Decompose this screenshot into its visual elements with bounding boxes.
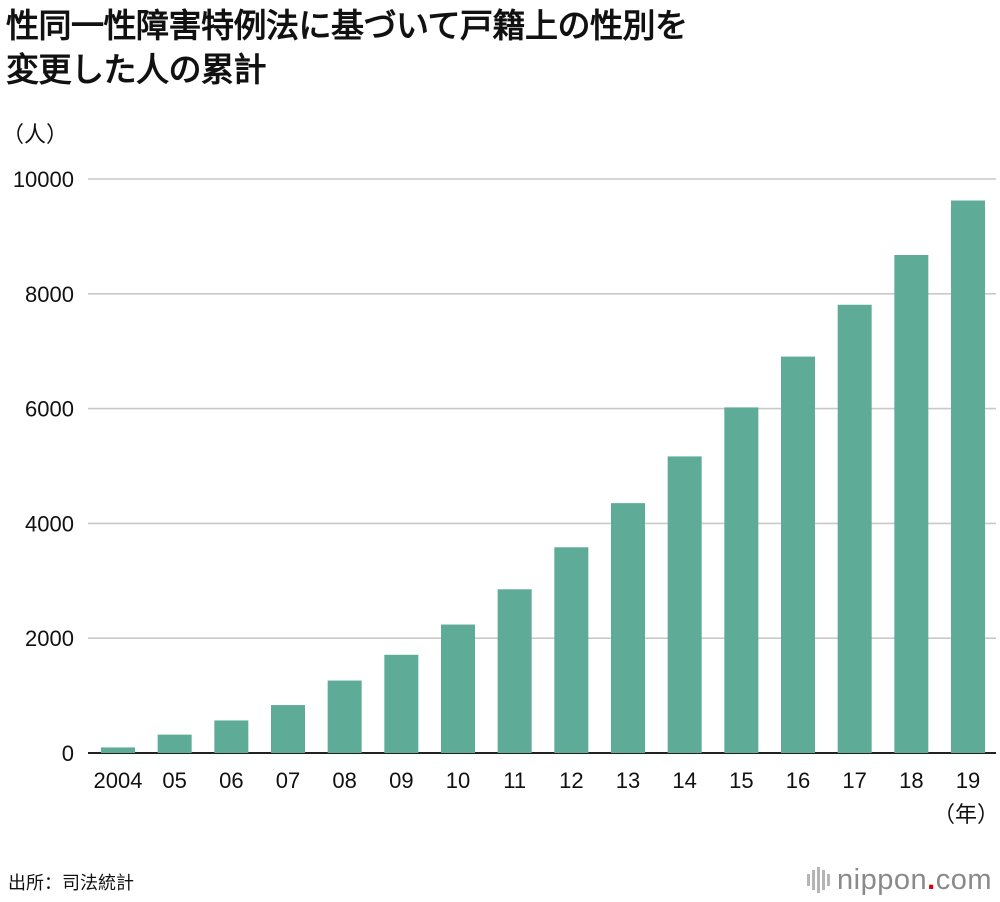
chart-title: 性同一性障害特例法に基づいて戸籍上の性別を 変更した人の累計 xyxy=(6,4,986,92)
y-tick-label: 4000 xyxy=(25,511,74,536)
y-tick-labels: 0 2000 4000 6000 8000 10000 xyxy=(13,167,74,766)
logo-name: nippon xyxy=(837,864,928,896)
y-tick-label: 2000 xyxy=(25,626,74,651)
bar-14 xyxy=(667,456,702,753)
chart-title-line-1: 性同一性障害特例法に基づいて戸籍上の性別を xyxy=(6,6,688,45)
bars xyxy=(101,200,985,753)
x-tick-label: 05 xyxy=(162,768,186,793)
x-tick-label: 10 xyxy=(446,768,470,793)
bar-16 xyxy=(781,356,815,753)
x-tick-label: 14 xyxy=(672,768,696,793)
x-tick-label: 08 xyxy=(332,768,356,793)
bar-2004 xyxy=(101,747,135,753)
bar-12 xyxy=(554,547,589,753)
source-note: 出所：司法統計 xyxy=(8,873,134,894)
nippon-logo: nippon.com xyxy=(807,864,992,896)
x-tick-label: 06 xyxy=(219,768,243,793)
x-tick-label: 2004 xyxy=(94,768,143,793)
y-tick-label: 0 xyxy=(62,741,74,766)
x-tick-label: 18 xyxy=(899,768,923,793)
y-tick-label: 8000 xyxy=(25,282,74,307)
y-tick-label: 6000 xyxy=(25,397,74,422)
logo-dot: . xyxy=(927,864,936,896)
y-tick-label: 10000 xyxy=(13,167,74,192)
bar-10 xyxy=(441,624,475,753)
bar-18 xyxy=(894,254,929,753)
bar-09 xyxy=(384,654,419,753)
bar-06 xyxy=(214,720,249,753)
logo-tld: com xyxy=(935,864,992,896)
bar-13 xyxy=(611,503,645,753)
nippon-logo-icon xyxy=(807,867,831,893)
x-tick-label: 13 xyxy=(616,768,640,793)
logo-wordmark: nippon.com xyxy=(837,864,992,896)
bar-08 xyxy=(327,680,362,753)
y-axis-unit-label: （人） xyxy=(2,122,68,147)
bar-11 xyxy=(497,589,532,753)
bar-15 xyxy=(724,407,759,753)
x-tick-label: 12 xyxy=(559,768,583,793)
x-tick-label: 11 xyxy=(503,768,526,793)
chart-title-line-2: 変更した人の累計 xyxy=(6,50,267,89)
x-tick-label: 16 xyxy=(786,768,810,793)
bar-19 xyxy=(951,200,985,753)
x-tick-label: 19 xyxy=(956,768,980,793)
x-tick-label: 17 xyxy=(842,768,866,793)
x-axis-unit-label: （年） xyxy=(933,802,999,827)
x-tick-label: 15 xyxy=(729,768,753,793)
bar-05 xyxy=(157,734,192,753)
x-tick-labels: 2004 05 06 07 08 09 10 11 12 13 14 15 16 17 18 19 xyxy=(94,768,981,793)
x-tick-label: 07 xyxy=(276,768,300,793)
x-tick-label: 09 xyxy=(389,768,413,793)
bar-07 xyxy=(271,705,305,753)
bar-17 xyxy=(837,304,872,753)
